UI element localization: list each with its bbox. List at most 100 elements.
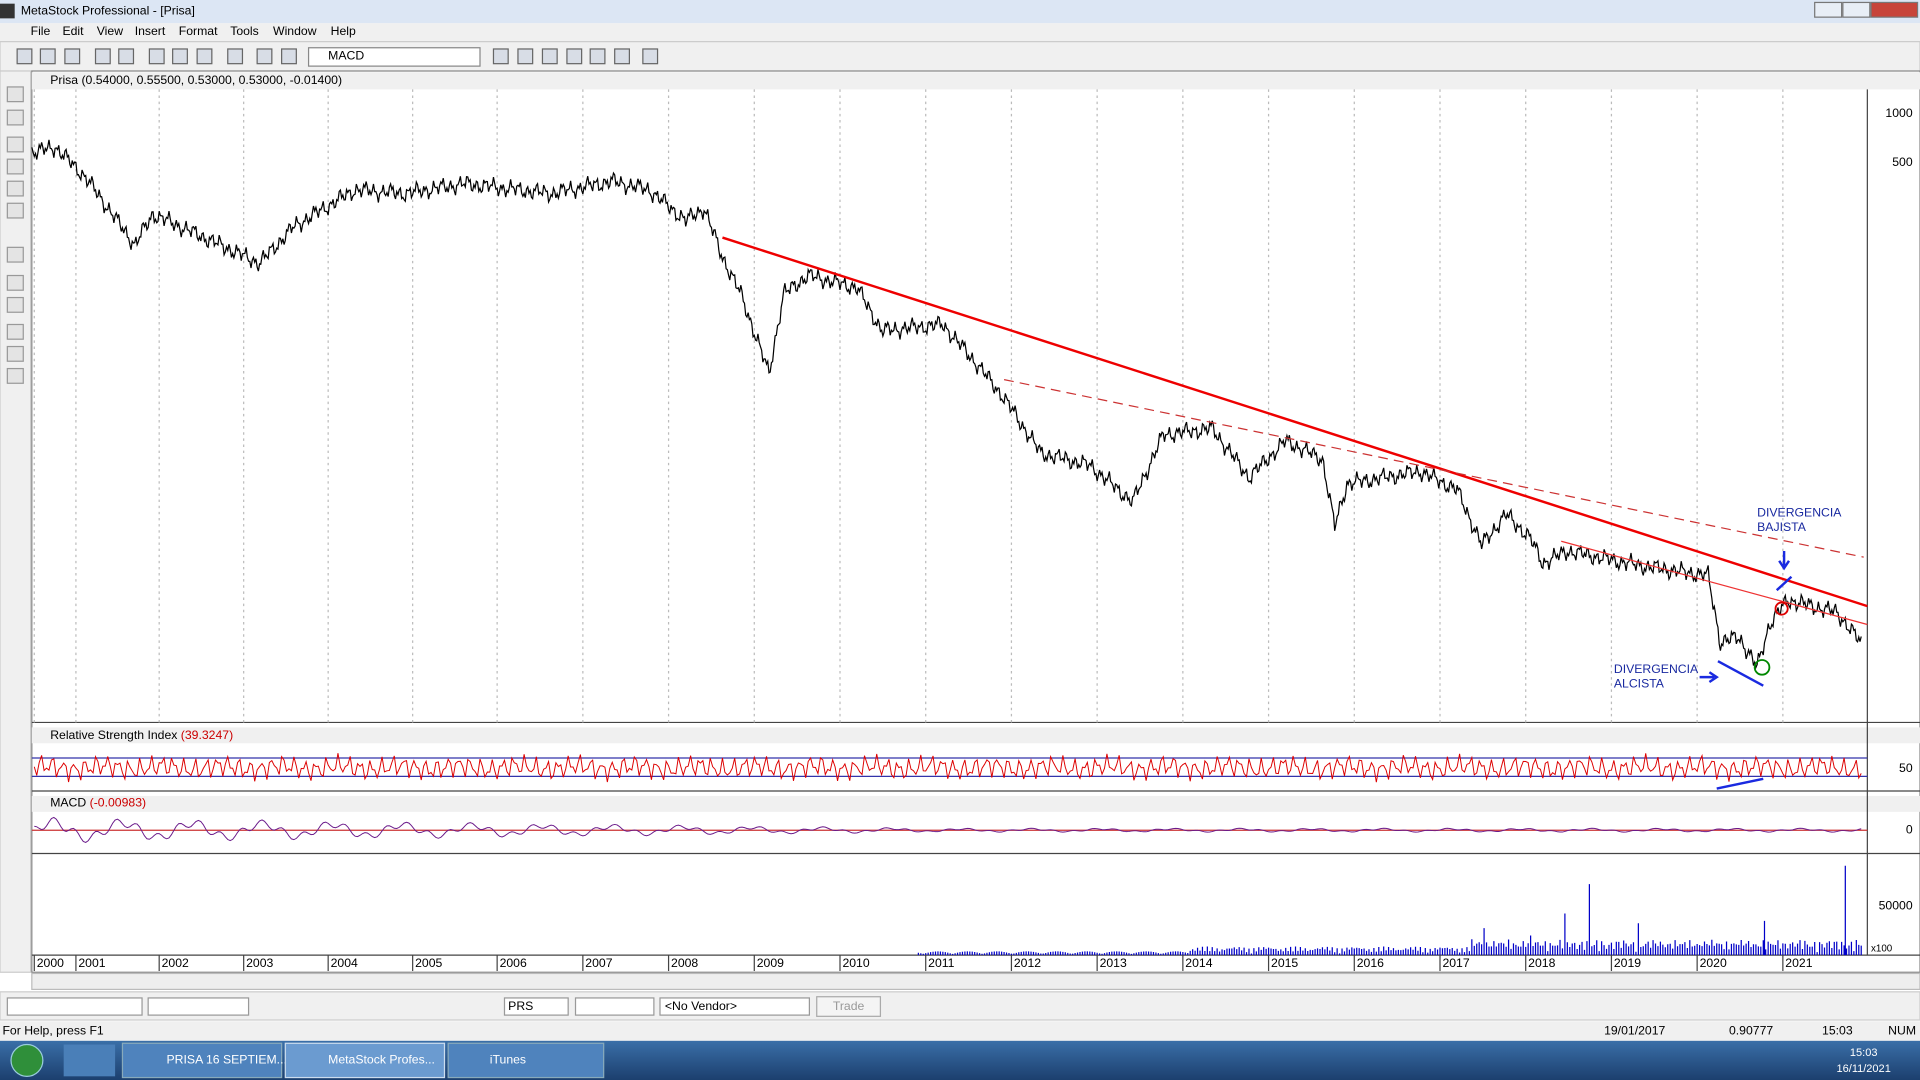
year-label: 2017 (1442, 956, 1469, 970)
toolbar-icon[interactable] (16, 48, 33, 65)
toolbar-icon[interactable] (118, 48, 135, 65)
minimize-button[interactable] (1814, 1, 1843, 18)
clock-date: 16/11/2021 (1837, 1063, 1891, 1075)
maximize-button[interactable] (1842, 1, 1871, 18)
year-label: 2012 (1014, 956, 1041, 970)
macd-reading: (-0.00983) (90, 795, 146, 809)
vendor-text: <No Vendor> (665, 999, 737, 1013)
status-value: 0.90777 (1729, 1023, 1773, 1037)
menu-item[interactable]: Window (273, 24, 317, 38)
annotation-bearish: BAJISTA (1757, 520, 1807, 534)
bottom-toolbar (0, 991, 1920, 1021)
macd-header-text: MACD (-0.00983) (50, 795, 146, 809)
year-label: 2004 (331, 956, 358, 970)
taskbar-label: iTunes (490, 1053, 526, 1067)
trend-line (722, 236, 1868, 608)
toolbar-icon[interactable] (256, 48, 273, 65)
status-date: 19/01/2017 (1604, 1023, 1665, 1037)
rsi-header-text: Relative Strength Index (39.3247) (50, 728, 233, 742)
start-button[interactable] (10, 1043, 44, 1077)
toolbar-icon[interactable] (517, 48, 534, 65)
arrow (1699, 671, 1719, 684)
year-label: 2021 (1785, 956, 1812, 970)
indicator-dropdown[interactable] (307, 47, 481, 67)
palette-tool[interactable] (6, 296, 24, 313)
toolbar-icon[interactable] (541, 48, 558, 65)
toolbar-icon[interactable] (94, 48, 111, 65)
menu-item[interactable]: Edit (62, 24, 84, 38)
menu-item[interactable]: Help (331, 24, 356, 38)
tool-palette (0, 70, 32, 973)
trend-line-dashed (1003, 378, 1864, 558)
year-label: 2008 (671, 956, 698, 970)
year-label: 2009 (757, 956, 784, 970)
macd-axis-label: 0 (1906, 822, 1913, 836)
buy-marker (1753, 659, 1771, 676)
price-header (31, 72, 1920, 90)
palette-tool[interactable] (6, 246, 24, 263)
year-label: 2000 (37, 956, 64, 970)
scroll-bar[interactable] (31, 972, 1920, 990)
trade-button[interactable] (816, 996, 882, 1017)
rsi-header (31, 727, 1920, 744)
year-label: 2005 (415, 956, 442, 970)
toolbar-icon[interactable] (492, 48, 509, 65)
toolbar-icon[interactable] (196, 48, 213, 65)
toolbar-icon[interactable] (281, 48, 297, 65)
palette-tool[interactable] (6, 109, 24, 126)
palette-tool[interactable] (6, 158, 24, 175)
app-icon (0, 3, 15, 19)
year-label: 2001 (78, 956, 105, 970)
toolbar-icon[interactable] (39, 48, 56, 65)
vendor-dropdown[interactable] (659, 997, 811, 1016)
palette-tool[interactable] (6, 323, 24, 340)
taskbar-item[interactable] (284, 1042, 446, 1079)
toolbar-icons (16, 48, 659, 65)
toolbar-icon[interactable] (589, 48, 606, 65)
symbol-text: PRS (508, 999, 533, 1013)
symbol-field[interactable] (503, 997, 569, 1016)
palette-tool[interactable] (6, 180, 24, 197)
line-style-dropdown[interactable] (6, 997, 143, 1016)
toolbar-icon[interactable] (642, 48, 659, 65)
line-weight-dropdown[interactable] (147, 997, 250, 1016)
taskbar-item[interactable] (447, 1042, 605, 1079)
period-dropdown[interactable] (574, 997, 655, 1016)
status-mode: NUM (1888, 1023, 1916, 1037)
menu-item[interactable]: File (31, 24, 51, 38)
price-header-text: Prisa (0.54000, 0.55500, 0.53000, 0.5300… (50, 73, 342, 87)
palette-tool[interactable] (6, 345, 24, 362)
status-time: 15:03 (1822, 1023, 1853, 1037)
menu-item[interactable]: Format (179, 24, 218, 38)
palette-tool[interactable] (6, 202, 24, 219)
indicator-name: MACD (328, 49, 364, 63)
palette-tool[interactable] (6, 274, 24, 291)
toolbar-icon[interactable] (566, 48, 583, 65)
menu: File Edit View Insert Format Tools Window Help (31, 24, 356, 38)
toolbar-icon[interactable] (614, 48, 630, 65)
toolbar-icon[interactable] (64, 48, 81, 65)
close-button[interactable] (1870, 1, 1919, 18)
palette-tool[interactable] (6, 367, 24, 384)
rsi-axis-label: 50 (1899, 761, 1913, 775)
menu-item[interactable]: View (97, 24, 123, 38)
palette-tool[interactable] (6, 86, 24, 103)
explorer-button[interactable] (63, 1044, 116, 1077)
menu-item[interactable]: Tools (230, 24, 259, 38)
status-help: For Help, press F1 (2, 1023, 103, 1037)
toolbar-icon[interactable] (227, 48, 244, 65)
palette-tool[interactable] (6, 136, 24, 153)
toolbar-icon[interactable] (172, 48, 188, 65)
year-label: 2002 (162, 956, 189, 970)
macd-title: MACD (50, 795, 86, 809)
taskbar-item[interactable] (121, 1042, 283, 1079)
taskbar-label: MetaStock Profes... (328, 1053, 435, 1067)
plots: 2000 2001 2002 2003 2004 2005 2006 2007 2008 2009… (31, 89, 1868, 972)
menu-item[interactable]: Insert (135, 24, 166, 38)
price-axis-label: 1000 (1885, 106, 1912, 120)
status-bar (0, 1021, 1920, 1041)
taskbar-label: PRISA 16 SEPTIEM... (167, 1053, 287, 1067)
rsi-reading: (39.3247) (181, 728, 233, 742)
toolbar-icon[interactable] (148, 48, 165, 65)
price-line (31, 139, 1862, 670)
